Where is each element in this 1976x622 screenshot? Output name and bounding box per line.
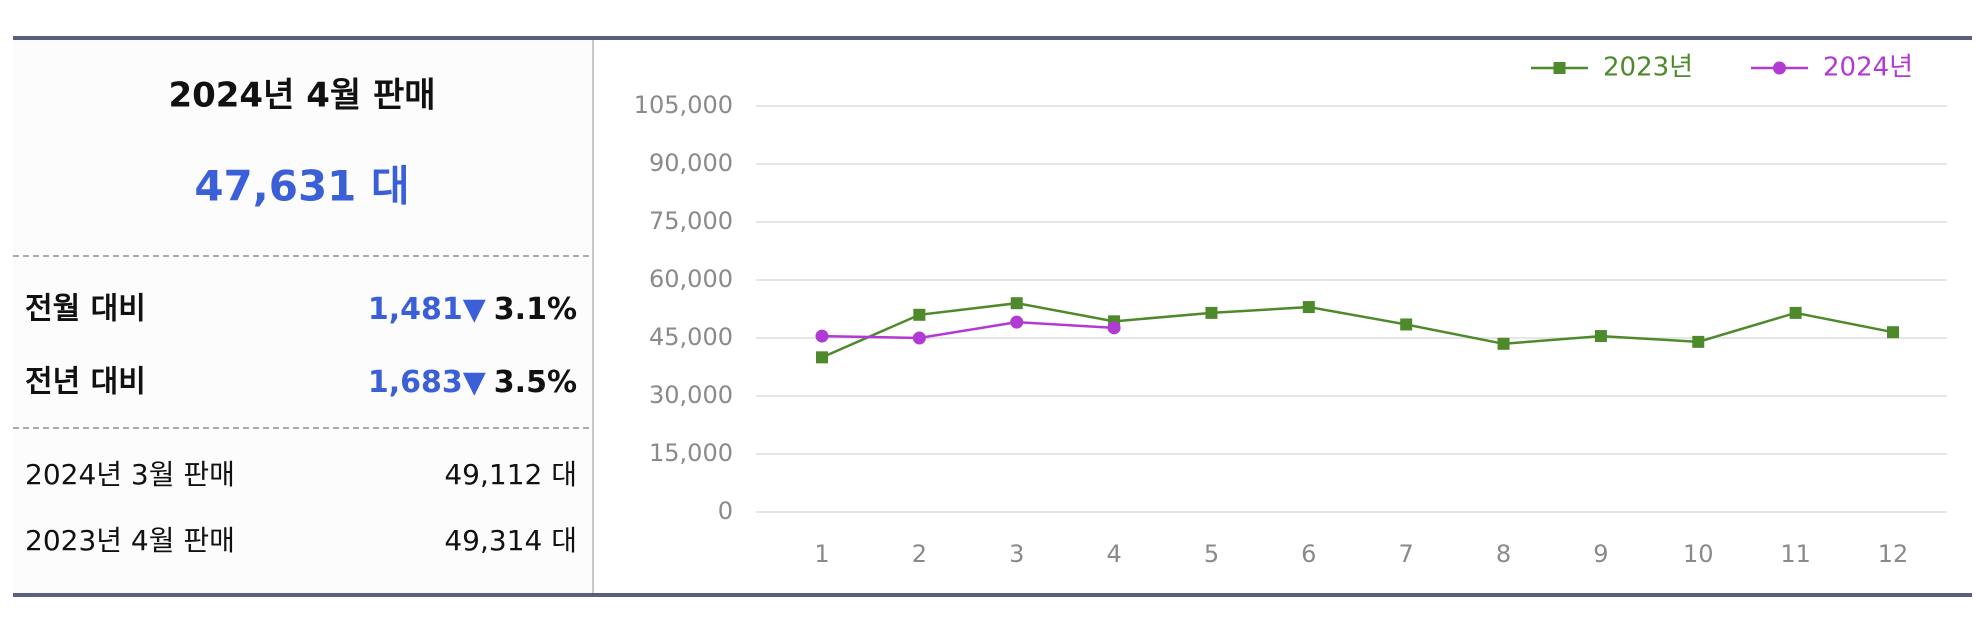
marker — [913, 308, 926, 321]
detail-value: 49,112 대 — [444, 458, 577, 491]
series-line — [821, 301, 1894, 359]
row-diff: 1,481▼ — [368, 292, 486, 327]
detail-value: 49,314 대 — [444, 524, 577, 557]
summary-total: 47,631 대 — [194, 162, 409, 211]
marker — [816, 351, 828, 364]
row-value: 1,683▼ 3.5% — [368, 365, 577, 400]
x-tick-label: 7 — [1399, 540, 1414, 568]
marker — [1010, 297, 1023, 310]
marker — [1010, 315, 1024, 329]
y-tick-label: 45,000 — [649, 323, 733, 351]
x-tick-label: 12 — [1878, 540, 1909, 568]
y-tick-label: 75,000 — [649, 207, 733, 235]
y-tick-label: 15,000 — [649, 439, 733, 467]
x-tick-label: 10 — [1683, 540, 1714, 568]
row-value: 1,481▼ 3.1% — [368, 292, 577, 327]
row-rate: 3.1% — [494, 292, 577, 327]
series-line — [821, 320, 1115, 340]
x-tick-label: 9 — [1593, 540, 1608, 568]
row-rate: 3.5% — [494, 365, 577, 400]
marker — [1107, 321, 1121, 335]
marker — [912, 331, 926, 345]
x-tick-label: 11 — [1780, 540, 1811, 568]
marker — [1789, 306, 1802, 319]
y-tick-label: 60,000 — [649, 265, 733, 293]
y-tick-label: 105,000 — [634, 91, 733, 119]
x-tick-label: 4 — [1106, 540, 1121, 568]
marker — [1887, 326, 1899, 339]
marker — [1692, 335, 1705, 348]
row-label: 전월 대비 — [25, 292, 146, 327]
marker — [1302, 301, 1315, 314]
marker — [1497, 337, 1510, 350]
row-diff: 1,683▼ — [368, 365, 486, 400]
legend-label: 2024년 — [1823, 53, 1913, 83]
y-tick-label: 90,000 — [649, 149, 733, 177]
x-tick-label: 5 — [1204, 540, 1219, 568]
detail-label: 2023년 4월 판매 — [25, 524, 235, 557]
x-tick-label: 2 — [912, 540, 927, 568]
marker — [1400, 318, 1413, 331]
legend-marker — [1553, 62, 1566, 74]
x-tick-label: 1 — [814, 540, 829, 568]
marker — [1205, 306, 1218, 319]
summary-panel — [13, 38, 593, 595]
legend-marker — [1773, 61, 1786, 75]
marker — [815, 329, 829, 343]
x-tick-label: 3 — [1009, 540, 1024, 568]
summary-title: 2024년 4월 판매 — [168, 76, 435, 116]
row-label: 전년 대비 — [25, 365, 146, 400]
y-tick-label: 0 — [718, 497, 733, 525]
y-tick-label: 30,000 — [649, 381, 733, 409]
legend-label: 2023년 — [1603, 53, 1693, 83]
x-tick-label: 6 — [1301, 540, 1316, 568]
x-tick-label: 8 — [1496, 540, 1511, 568]
marker — [1594, 330, 1607, 343]
detail-label: 2024년 3월 판매 — [25, 458, 235, 491]
